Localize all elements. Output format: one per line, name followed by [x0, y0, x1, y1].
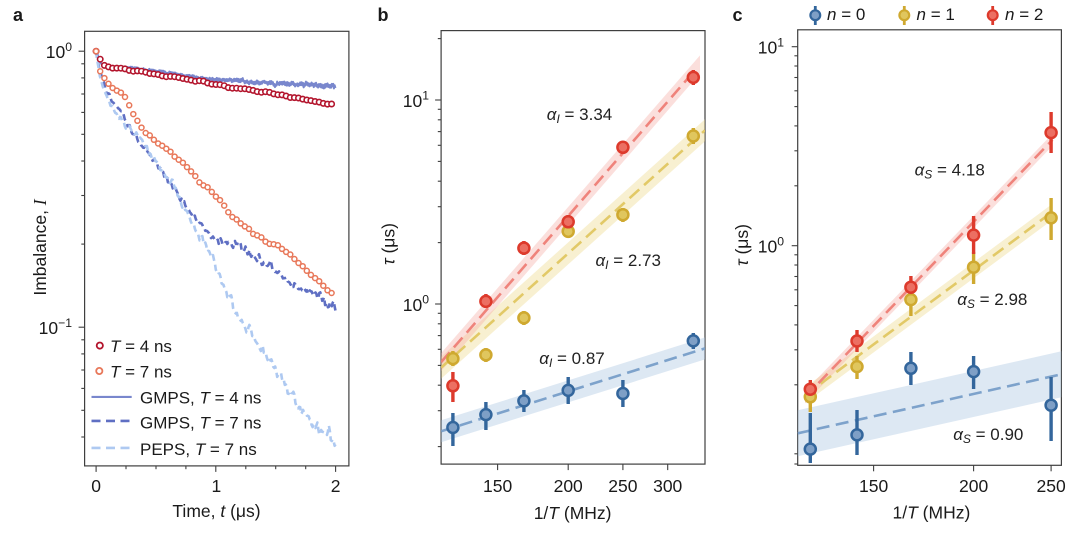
svg-text:GMPS, T = 7 ns: GMPS, T = 7 ns	[140, 414, 261, 433]
svg-text:c: c	[733, 5, 743, 25]
svg-text:150: 150	[483, 476, 512, 496]
svg-text:αS = 4.18: αS = 4.18	[915, 161, 985, 182]
svg-text:αI = 3.34: αI = 3.34	[547, 105, 613, 126]
svg-text:αS = 2.98: αS = 2.98	[957, 290, 1027, 311]
svg-text:n = 0: n = 0	[827, 5, 865, 24]
svg-text:αS = 0.90: αS = 0.90	[953, 425, 1023, 446]
svg-text:Time, t (μs): Time, t (μs)	[172, 501, 260, 521]
svg-text:b: b	[378, 5, 389, 25]
svg-text:1: 1	[212, 476, 222, 496]
svg-text:0: 0	[91, 476, 101, 496]
svg-text:T = 4 ns: T = 4 ns	[110, 337, 172, 356]
svg-text:1/T (MHz): 1/T (MHz)	[893, 503, 971, 523]
svg-text:250: 250	[1036, 476, 1065, 496]
svg-text:αI = 2.73: αI = 2.73	[595, 251, 661, 272]
svg-text:τ (μs): τ (μs)	[732, 224, 752, 266]
svg-text:τ (μs): τ (μs)	[379, 223, 399, 265]
svg-text:150: 150	[859, 476, 888, 496]
svg-text:n = 2: n = 2	[1005, 5, 1043, 24]
svg-text:200: 200	[554, 476, 583, 496]
svg-text:300: 300	[653, 476, 682, 496]
svg-text:PEPS, T = 7 ns: PEPS, T = 7 ns	[140, 440, 257, 459]
svg-text:2: 2	[331, 476, 341, 496]
svg-text:n = 1: n = 1	[917, 5, 955, 24]
svg-text:250: 250	[608, 476, 637, 496]
svg-text:1/T (MHz): 1/T (MHz)	[534, 503, 612, 523]
svg-text:a: a	[13, 5, 24, 25]
svg-text:200: 200	[959, 476, 988, 496]
svg-text:αI = 0.87: αI = 0.87	[539, 349, 605, 370]
svg-text:T = 7 ns: T = 7 ns	[110, 363, 172, 382]
svg-text:Imbalance, I: Imbalance, I	[30, 198, 50, 295]
svg-text:GMPS, T = 4 ns: GMPS, T = 4 ns	[140, 389, 261, 408]
